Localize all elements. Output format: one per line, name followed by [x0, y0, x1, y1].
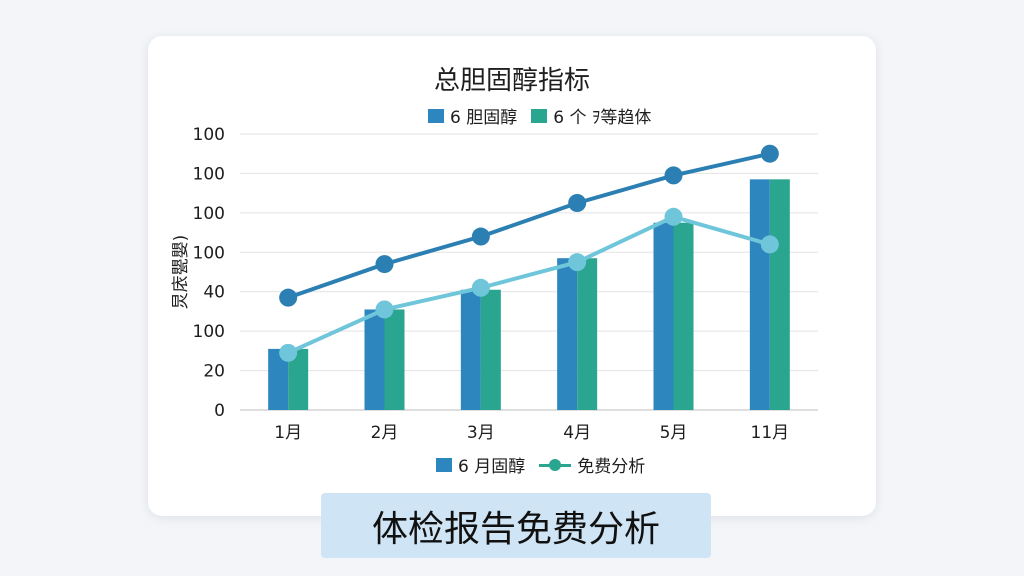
line-point	[279, 343, 298, 362]
bar	[384, 309, 405, 410]
y-tick-label: 100	[193, 204, 225, 224]
lines	[279, 144, 779, 362]
legend-swatch-teal	[531, 108, 548, 123]
bar	[364, 309, 385, 410]
legend-bottom: 6 月固醇 免费分析	[436, 452, 645, 477]
legend-label: 6 月固醇	[458, 457, 526, 477]
x-tick-label: 5月	[660, 423, 688, 443]
chart-title: 总胆固醇指标	[433, 66, 590, 96]
line-point	[664, 166, 683, 185]
legend-item-free-analysis: 免费分析	[539, 452, 645, 477]
legend-label: 6 胆固醇	[450, 108, 518, 128]
line-point	[375, 255, 394, 274]
bar	[673, 222, 694, 410]
legend-item-month-cholesterol: 6 月固醇	[436, 452, 525, 477]
bar	[653, 222, 674, 410]
legend-line-marker-icon	[539, 458, 572, 472]
x-tick-label: 2月	[371, 423, 399, 443]
line-point	[375, 300, 394, 319]
series-line	[286, 214, 772, 355]
bar	[577, 258, 598, 410]
x-tick-label: 3月	[467, 423, 495, 443]
y-tick-label: 100	[193, 243, 225, 263]
line-point	[760, 235, 779, 254]
y-tick-label: 40	[203, 283, 225, 303]
y-tick-labels: 0 20 100 40 100 100 100 100	[193, 125, 225, 421]
y-tick-label: 20	[203, 362, 225, 382]
legend-swatch-blue	[428, 108, 444, 123]
line-point	[279, 288, 298, 307]
line-point	[760, 144, 779, 163]
legend-swatch-blue	[436, 457, 452, 472]
x-tick-label: 1月	[274, 423, 302, 443]
banner-text: 体检报告免费分析	[371, 508, 660, 550]
legend-top: 6 胆固醇 6 个 ｦ等趋体	[428, 103, 651, 128]
report-banner: 体检报告免费分析	[321, 493, 711, 558]
line-point	[568, 194, 587, 212]
legend-item-cholesterol: 6 胆固醇	[428, 103, 517, 128]
y-axis-label: 炅庡甖嬰)	[171, 235, 191, 310]
bars	[268, 179, 790, 410]
line-point	[664, 207, 683, 226]
x-tick-label: 4月	[563, 423, 591, 443]
bar	[480, 289, 501, 410]
bar	[557, 258, 578, 410]
y-tick-label: 0	[214, 401, 225, 421]
y-tick-label: 100	[193, 322, 225, 342]
legend-label: 免费分析	[577, 457, 646, 477]
line-point	[471, 227, 490, 246]
y-tick-label: 100	[193, 125, 225, 145]
bar	[268, 348, 289, 410]
y-tick-label: 100	[193, 164, 225, 184]
bar	[288, 348, 309, 410]
bar	[460, 289, 481, 410]
line-point	[568, 253, 587, 272]
legend-item-trend: 6 个 ｦ等趋体	[531, 103, 651, 128]
legend-label: 6 个 ｦ等趋体	[553, 108, 652, 128]
bar	[769, 179, 790, 410]
x-tick-labels: 1月 2月 3月 4月 5月 11月	[274, 423, 789, 443]
line-point	[471, 278, 490, 297]
grid-lines	[240, 133, 818, 411]
x-tick-label: 11月	[751, 423, 790, 443]
bar	[749, 179, 770, 410]
series-line	[286, 151, 772, 300]
